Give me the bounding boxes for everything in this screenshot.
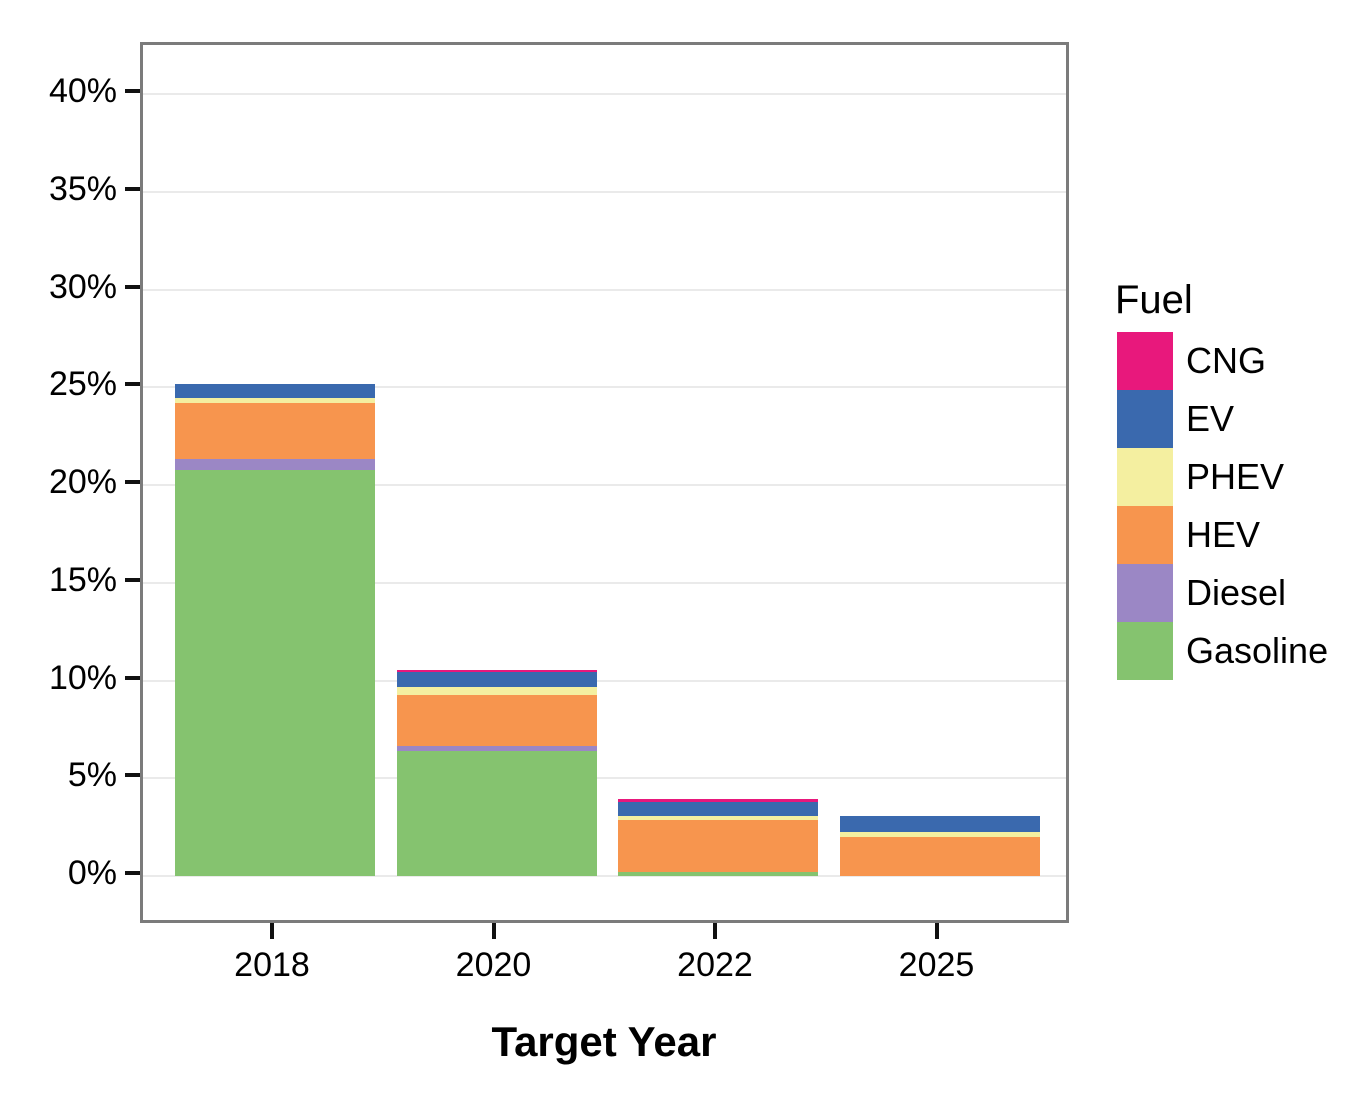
legend: Fuel CNG EV PHEV HEV Diesel Gasoline <box>1113 278 1328 680</box>
bar-segment-phev <box>396 686 597 695</box>
y-tick <box>125 382 140 387</box>
bar-segment-hev <box>175 403 375 459</box>
bar-segment-phev <box>175 398 375 403</box>
gridline <box>143 777 1066 780</box>
legend-label-gasoline: Gasoline <box>1186 630 1329 671</box>
y-tick-label: 10% <box>48 658 117 697</box>
bar-segment-diesel <box>175 459 375 470</box>
x-tick <box>491 923 496 939</box>
legend-swatch-diesel <box>1117 564 1173 622</box>
bar-2025 <box>839 45 1040 926</box>
bar-segment-hev <box>839 837 1040 876</box>
bar-segment-cng <box>618 799 818 802</box>
legend-label-column: CNG EV PHEV HEV Diesel Gasoline <box>1186 332 1328 680</box>
legend-label-diesel: Diesel <box>1186 572 1287 613</box>
y-tick-label: 25% <box>48 365 117 404</box>
bar-2018 <box>175 45 375 926</box>
legend-label-phev: PHEV <box>1186 456 1285 497</box>
x-tick-label-2025: 2025 <box>898 946 975 984</box>
y-tick-label: 30% <box>48 267 117 306</box>
bar-segment-hev <box>396 695 597 746</box>
bar-2020 <box>396 45 597 926</box>
y-tick-label: 40% <box>48 72 117 110</box>
bar-segment-phev <box>618 815 818 820</box>
bar-segment-ev <box>839 816 1040 832</box>
y-tick <box>125 675 140 680</box>
y-tick-label: 35% <box>48 169 117 208</box>
legend-title: Fuel <box>1115 278 1193 322</box>
y-tick <box>125 577 140 582</box>
y-tick <box>125 186 140 191</box>
y-tick-label: 20% <box>48 463 117 501</box>
bar-segment-diesel <box>396 746 597 751</box>
bar-segment-phev <box>839 832 1040 837</box>
y-tick <box>125 480 140 484</box>
legend-label-ev: EV <box>1186 398 1235 439</box>
legend-swatch-phev <box>1117 448 1173 506</box>
bar-segment-ev <box>618 802 818 816</box>
x-tick-label-2020: 2020 <box>455 946 532 984</box>
y-tick-label: 5% <box>67 756 117 795</box>
gridline <box>143 93 1066 95</box>
legend-swatch-gasoline <box>1117 622 1173 680</box>
y-tick <box>125 773 140 778</box>
legend-swatch-cng <box>1117 332 1173 390</box>
gridline <box>143 386 1066 389</box>
legend-label-cng: CNG <box>1186 340 1266 381</box>
gridline <box>143 190 1066 193</box>
bar-segment-cng <box>396 670 597 672</box>
y-tick <box>125 284 140 289</box>
x-axis-title: Target Year <box>491 1018 717 1065</box>
legend-swatch-column <box>1117 332 1173 680</box>
x-tick <box>270 923 274 939</box>
bar-segment-gasoline <box>396 751 597 876</box>
bar-2022 <box>618 45 818 926</box>
x-tick <box>713 923 717 939</box>
bar-segment-gasoline <box>175 469 375 876</box>
y-tick-label: 0% <box>67 854 117 892</box>
bar-segment-ev <box>175 384 375 398</box>
gridline <box>143 679 1066 682</box>
legend-label-hev: HEV <box>1186 514 1261 555</box>
x-tick <box>934 923 939 939</box>
y-tick <box>125 871 140 875</box>
y-tick-label: 15% <box>48 560 117 599</box>
gridline <box>143 288 1066 291</box>
x-tick-label-2018: 2018 <box>234 946 310 984</box>
legend-swatch-hev <box>1117 506 1173 564</box>
gridline <box>143 875 1066 877</box>
x-tick-label-2022: 2022 <box>677 946 753 984</box>
plot-area <box>140 42 1069 923</box>
y-tick <box>125 89 140 93</box>
bar-segment-ev <box>396 672 597 687</box>
legend-swatch-ev <box>1117 390 1173 448</box>
gridline <box>143 581 1066 584</box>
gridline <box>143 484 1066 486</box>
bar-segment-gasoline <box>618 872 818 876</box>
bar-segment-hev <box>618 820 818 872</box>
